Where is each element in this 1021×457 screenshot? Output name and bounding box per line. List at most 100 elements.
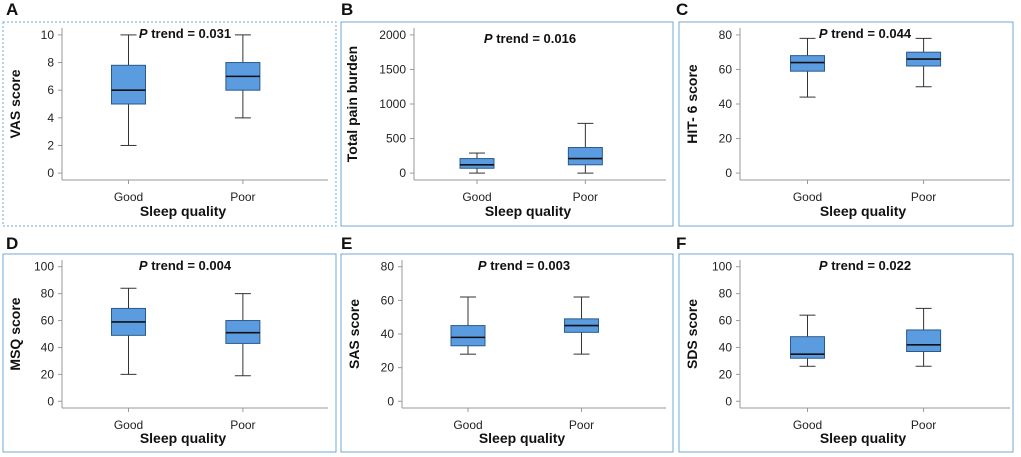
chart-panel-f: 0 20 40 60 80 100 Good Poor P trend = 0.022 Sleep…	[678, 253, 1014, 453]
y-axis-label: SAS score	[346, 299, 362, 369]
y-tick-label: 60	[381, 293, 395, 307]
panel-letter-c: C	[676, 0, 689, 19]
y-tick-label: 40	[719, 340, 733, 354]
y-tick-label: 2	[47, 138, 54, 152]
y-tick-label: 20	[719, 132, 733, 146]
y-tick-label: 0	[387, 394, 394, 408]
x-axis-label: Sleep quality	[140, 203, 227, 219]
y-tick-label: 2000	[379, 28, 406, 42]
y-tick-label: 40	[719, 97, 733, 111]
box-good	[790, 55, 825, 72]
y-tick-label: 100	[712, 260, 732, 274]
x-tick-label-poor: Poor	[911, 190, 936, 204]
y-tick-label: 60	[719, 62, 733, 76]
title-p: P	[819, 258, 828, 273]
x-tick-label-good: Good	[114, 418, 143, 432]
x-tick-label-poor: Poor	[230, 418, 255, 432]
y-axis-label: SDS score	[684, 299, 700, 369]
title-rest: trend = 0.004	[148, 258, 232, 273]
title-rest: trend = 0.022	[828, 258, 911, 273]
y-tick-label: 100	[34, 260, 54, 274]
panel-letter-e: E	[341, 234, 353, 253]
y-axis-label: MSQ score	[7, 297, 23, 370]
x-tick-label-poor: Poor	[569, 418, 594, 432]
y-tick-label: 0	[47, 394, 54, 408]
x-tick-label-good: Good	[114, 190, 143, 204]
x-axis-label: Sleep quality	[479, 430, 566, 446]
y-tick-label: 0	[399, 166, 406, 180]
panel-frame	[340, 21, 674, 227]
y-tick-label: 4	[47, 111, 54, 125]
chart-panel-e: 0 20 40 60 80 Good Poor P trend = 0.003 Sleep qu…	[340, 253, 674, 453]
y-tick-label: 0	[725, 166, 732, 180]
x-axis-label: Sleep quality	[820, 430, 907, 446]
box-good	[459, 158, 495, 169]
box-good	[790, 336, 825, 359]
title-rest: trend = 0.031	[148, 26, 231, 41]
x-tick-label-good: Good	[793, 190, 822, 204]
y-tick-label: 6	[47, 83, 54, 97]
y-axis-label: Total pain burden	[344, 46, 360, 162]
panel-title: P trend = 0.003	[478, 258, 570, 273]
panel-title: P trend = 0.044	[819, 26, 912, 41]
x-tick-label-poor: Poor	[573, 190, 598, 204]
y-tick-label: 500	[386, 132, 406, 146]
title-p: P	[139, 26, 148, 41]
x-tick-label-good: Good	[462, 190, 491, 204]
y-tick-label: 1500	[379, 62, 406, 76]
panel-frame	[678, 253, 1014, 453]
panel-frame	[340, 253, 674, 453]
x-tick-label-good: Good	[793, 418, 822, 432]
chart-panel-b: 0 500 1000 1500 2000 Good Poor P trend = 0.016 S…	[340, 21, 674, 227]
x-axis-label: Sleep quality	[140, 430, 227, 446]
y-tick-label: 8	[47, 56, 54, 70]
title-p: P	[819, 26, 828, 41]
title-rest: trend = 0.044	[828, 26, 912, 41]
y-tick-label: 80	[41, 287, 55, 301]
y-axis-label: VAS score	[7, 69, 23, 138]
y-tick-label: 20	[41, 367, 55, 381]
y-tick-label: 60	[41, 314, 55, 328]
y-tick-label: 20	[719, 367, 733, 381]
box-good	[450, 325, 486, 347]
title-p: P	[478, 258, 487, 273]
box-poor	[906, 329, 942, 352]
x-axis-label: Sleep quality	[820, 203, 907, 219]
chart-panel-c: 0 20 40 60 80 Good Poor P trend = 0.044 Sleep qu…	[678, 21, 1014, 227]
chart-panel-a: 0 2 4 6 8 10 Good Poor P trend = 0.031 Sleep qual…	[2, 21, 337, 227]
panel-title: P trend = 0.004	[139, 258, 232, 273]
x-axis-label: Sleep quality	[485, 203, 572, 219]
chart-panel-d: 0 20 40 60 80 100 Good Poor P trend = 0.004 Sleep…	[2, 253, 337, 453]
x-tick-label-good: Good	[453, 418, 482, 432]
x-tick-label-poor: Poor	[911, 418, 936, 432]
panel-frame	[2, 21, 337, 227]
box-good	[111, 64, 146, 105]
title-p: P	[484, 31, 493, 46]
y-tick-label: 40	[41, 340, 55, 354]
y-tick-label: 0	[47, 166, 54, 180]
y-tick-label: 40	[381, 327, 395, 341]
panel-frame	[2, 253, 337, 453]
title-p: P	[139, 258, 148, 273]
panel-frame	[678, 21, 1014, 227]
panel-letter-f: F	[676, 234, 687, 253]
y-tick-label: 20	[381, 361, 395, 375]
panel-title: P trend = 0.016	[484, 31, 576, 46]
title-rest: trend = 0.003	[487, 258, 570, 273]
box-poor	[567, 147, 603, 166]
panel-letter-a: A	[6, 0, 19, 19]
title-rest: trend = 0.016	[493, 31, 576, 46]
x-tick-label-poor: Poor	[230, 190, 255, 204]
y-tick-label: 80	[719, 287, 733, 301]
panel-title: P trend = 0.031	[139, 26, 231, 41]
panel-title: P trend = 0.022	[819, 258, 911, 273]
panel-letter-b: B	[341, 0, 354, 19]
panel-letter-d: D	[6, 234, 19, 253]
y-tick-label: 1000	[379, 97, 406, 111]
y-tick-label: 80	[719, 28, 733, 42]
y-tick-label: 80	[381, 260, 395, 274]
y-tick-label: 0	[725, 394, 732, 408]
y-tick-label: 10	[41, 28, 55, 42]
y-axis-label: HIT- 6 score	[684, 64, 700, 144]
y-tick-label: 60	[719, 314, 733, 328]
